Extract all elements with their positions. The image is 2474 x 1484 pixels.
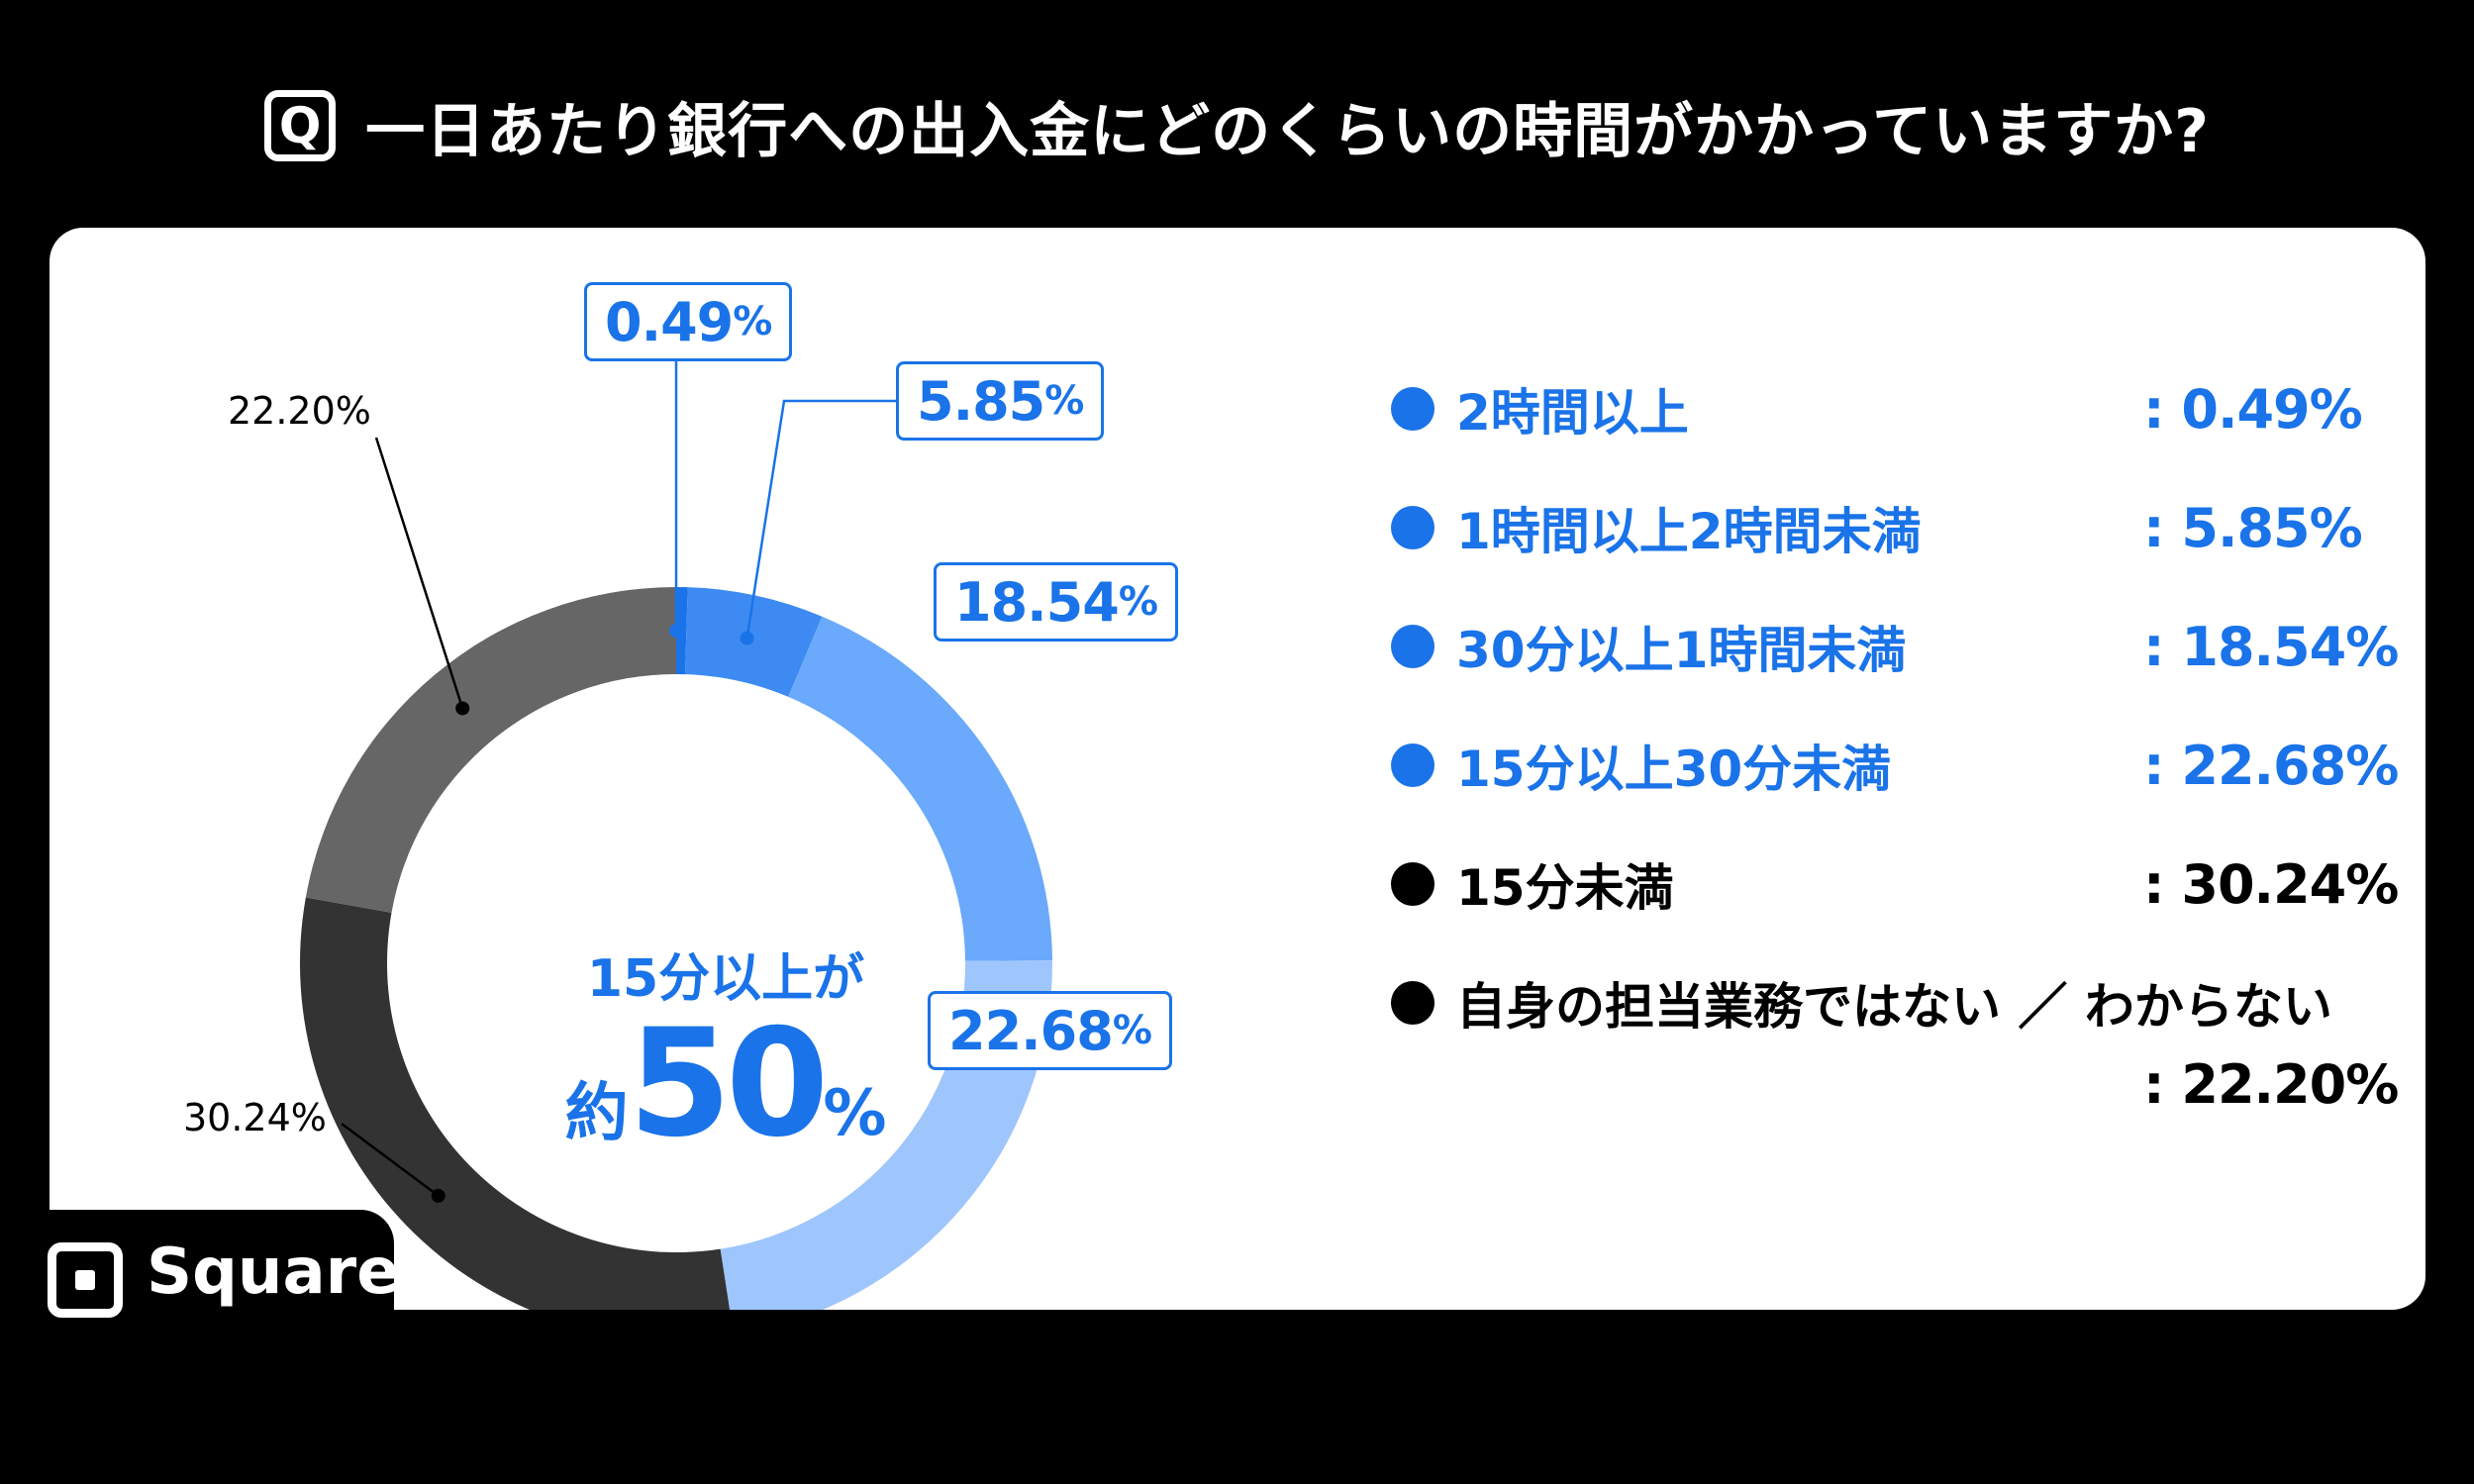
leader-line <box>745 399 896 639</box>
donut-chart <box>300 361 1052 1310</box>
legend-value: : 18.54% <box>2143 615 2399 678</box>
center-prefix: 約 <box>564 1077 629 1150</box>
chart-card: 15分以上が 約50% 2時間以上 : 0.49% 1時間以上2時間未満 : 5.85… <box>49 228 2441 1483</box>
legend-item: 2時間以上 <box>1391 374 1689 444</box>
legend-dot-icon <box>1391 387 1435 431</box>
legend-item: 自身の担当業務ではない ／ わからない <box>1391 968 2332 1038</box>
center-caption: 15分以上が <box>586 949 865 1009</box>
legend-item: 1時間以上2時間未満 <box>1391 493 1922 562</box>
data-label-callout: 22.68% <box>928 991 1172 1070</box>
legend-value: : 30.24% <box>2143 852 2399 916</box>
logo-tab <box>0 1210 394 1360</box>
donut-slice <box>300 897 731 1310</box>
question-badge: Q <box>264 90 337 161</box>
legend-item: 15分未満 <box>1391 849 1674 919</box>
legend-value: : 5.85% <box>2143 496 2363 559</box>
legend-dot-icon <box>1391 981 1435 1025</box>
legend-dot-icon <box>1391 862 1435 906</box>
donut-slice <box>684 587 823 697</box>
legend-label: 1時間以上2時間未満 <box>1456 503 1922 560</box>
question-header: Q 一日あたり銀行への出入金にどのくらいの時間がかかっていますか? <box>0 71 2474 180</box>
center-highlight: 約50% <box>518 998 934 1170</box>
donut-slice <box>788 616 1052 961</box>
legend-item: 15分以上30分未満 <box>1391 731 1891 800</box>
leader-line <box>374 437 464 709</box>
brand-name: Square <box>147 1236 400 1309</box>
leader-dot <box>431 1188 445 1203</box>
center-big-number: 50 <box>628 998 830 1170</box>
legend-dot-icon <box>1391 743 1435 787</box>
legend-value: : 22.68% <box>2143 734 2399 797</box>
sample-size-note: n=410（店舗運営者） <box>2133 1448 2442 1483</box>
leader-line <box>341 1122 440 1197</box>
legend-dot-icon <box>1391 625 1435 668</box>
legend-value: : 0.49% <box>2143 377 2363 441</box>
data-label-callout: 0.49% <box>584 282 793 361</box>
legend-dot-icon <box>1391 506 1435 549</box>
legend-label: 2時間以上 <box>1456 384 1689 442</box>
legend-label: 15分未満 <box>1456 859 1674 917</box>
data-label-callout: 5.85% <box>896 361 1105 441</box>
data-label-callout: 18.54% <box>934 562 1178 642</box>
legend-item: 30分以上1時間未満 <box>1391 612 1906 681</box>
data-label: 30.24% <box>183 1096 327 1139</box>
donut-slice <box>305 587 676 913</box>
data-label: 22.20% <box>228 389 371 433</box>
legend-label: 30分以上1時間未満 <box>1456 622 1907 679</box>
legend-value: : 22.20% <box>2143 1052 2399 1116</box>
leader-dot <box>740 631 754 645</box>
leader-dot <box>669 624 683 639</box>
legend-label: 15分以上30分未満 <box>1456 741 1892 798</box>
square-logo-icon <box>48 1242 123 1318</box>
question-title: 一日あたり銀行への出入金にどのくらいの時間がかかっていますか? <box>365 96 2210 166</box>
leader-dot <box>455 701 470 716</box>
center-suffix: % <box>823 1077 887 1150</box>
legend-label: 自身の担当業務ではない ／ わからない <box>1456 978 2332 1036</box>
